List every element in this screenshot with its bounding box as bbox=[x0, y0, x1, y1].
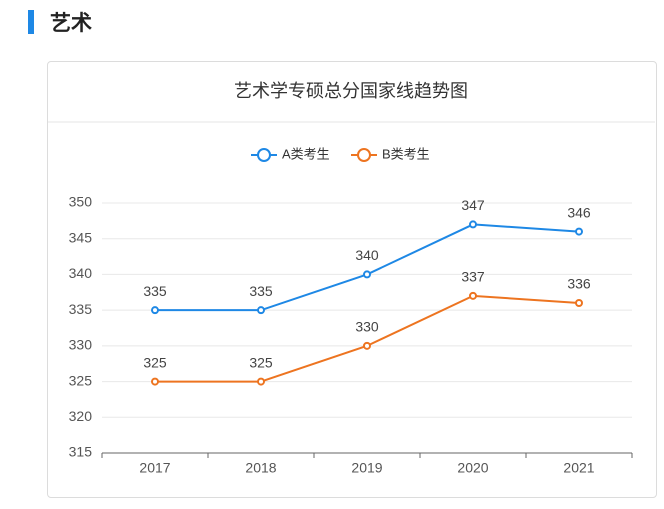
data-point bbox=[151, 306, 159, 315]
x-tick-label: 2017 bbox=[139, 460, 170, 476]
data-point bbox=[469, 291, 477, 300]
legend-marker bbox=[357, 148, 371, 162]
legend-label: B类考生 bbox=[382, 146, 430, 161]
y-tick-label: 315 bbox=[69, 444, 93, 460]
legend-label: A类考生 bbox=[282, 146, 330, 161]
y-tick-label: 345 bbox=[69, 229, 93, 245]
data-point bbox=[257, 377, 265, 386]
y-tick-label: 320 bbox=[69, 408, 93, 424]
data-label: 335 bbox=[143, 283, 167, 299]
y-tick-label: 330 bbox=[69, 337, 93, 353]
x-tick-label: 2020 bbox=[457, 460, 488, 476]
data-point bbox=[257, 306, 265, 315]
data-point bbox=[469, 220, 477, 229]
data-label: 335 bbox=[249, 283, 273, 299]
x-tick-label: 2019 bbox=[351, 460, 382, 476]
data-point bbox=[363, 270, 371, 279]
y-tick-label: 335 bbox=[69, 301, 93, 317]
data-label: 347 bbox=[461, 197, 485, 213]
data-point bbox=[575, 227, 583, 236]
header-accent bbox=[28, 10, 34, 34]
data-label: 336 bbox=[567, 276, 591, 292]
data-label: 346 bbox=[567, 204, 591, 220]
data-label: 325 bbox=[143, 354, 167, 370]
data-label: 340 bbox=[355, 247, 379, 263]
data-point bbox=[575, 299, 583, 307]
series-line bbox=[155, 294, 580, 383]
data-label: 330 bbox=[355, 319, 379, 335]
y-tick-label: 350 bbox=[69, 194, 93, 210]
series-line bbox=[155, 223, 580, 312]
data-label: 325 bbox=[249, 354, 273, 370]
data-label: 337 bbox=[461, 269, 485, 285]
x-tick-label: 2018 bbox=[245, 460, 276, 476]
data-point bbox=[363, 341, 371, 350]
y-tick-label: 325 bbox=[69, 372, 93, 388]
section-title: 艺术 bbox=[50, 12, 92, 35]
y-tick-label: 340 bbox=[69, 265, 93, 281]
legend-marker bbox=[257, 148, 271, 162]
data-point bbox=[151, 377, 159, 386]
chart-title: 艺术学专硕总分国家线趋势图 bbox=[234, 81, 468, 101]
x-tick-label: 2021 bbox=[563, 460, 594, 476]
section-header: 艺术 bbox=[28, 8, 92, 36]
